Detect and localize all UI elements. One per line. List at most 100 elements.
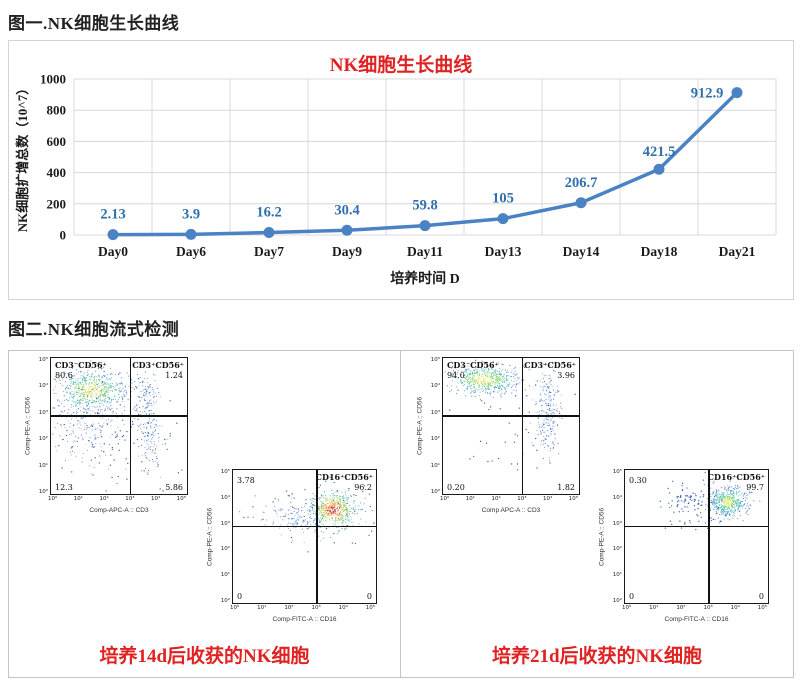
quadrant-br-value: 0 [366,592,372,601]
chart-title: NK细胞生长曲线 [329,55,473,76]
figure1-heading: 图一.NK细胞生长曲线 [8,14,180,33]
flow-y-ticks: 10⁵ 10⁴ 10³ 10² 10¹ 10⁰ [607,469,624,604]
x-tick-label: Day0 [98,244,128,259]
x-tick-label: 10⁴ [730,605,740,611]
x-tick-label: 10⁵ [757,605,767,611]
quadrant-tr-label: CD3⁺CD56⁺ [524,360,576,370]
growth-chart: 0 200 400 600 800 1000 NK细胞扩增总数（10^7） 2.13 3.9 16… [15,73,777,287]
quadrant-tr-value: 3.96 [557,371,575,380]
quadrant-tl-value: 80.6 [55,371,73,380]
data-point-marker [107,229,119,241]
x-tick-label: 10³ [125,496,135,502]
flow-plot-area: 3.78 CD16⁺CD56⁺ 96.2 0 0 [232,469,377,604]
flow-y-ticks: 10⁵ 10⁴ 10³ 10² 10¹ 10⁰ [425,357,442,495]
x-tick-label: 10² [284,605,294,611]
x-tick-label: 10⁴ [338,605,348,611]
quadrant-br-value: 0 [758,592,764,601]
flow-x-axis-label: Comp-FITC-A :: CD16 [272,616,337,623]
flow-x-axis-label: Comp-APC-A :: CD3 [89,507,149,514]
quadrant-gate-vertical-line [707,470,710,603]
x-tick-label: Day6 [176,244,206,259]
flow-y-axis-label: Comp-PE-A :: CD56 [598,507,606,566]
data-point-label: 30.4 [334,202,359,218]
x-tick-label: Day7 [254,244,284,259]
x-tick-label: 10⁵ [176,496,186,502]
quadrant-tl-label: CD3⁻CD56⁺ [447,360,499,370]
flow-panel: Comp-PE-A :: CD56 10⁵ 10⁴ 10³ 10² 10¹ 10⁰ CD3⁻C… [9,351,401,677]
data-point-label: 2.13 [100,207,125,223]
quadrant-tl-value: 0.30 [629,476,647,485]
y-tick-label: 200 [47,196,67,211]
flow-x-ticks: 10⁰ 10¹ 10² 10³ 10⁴ 10⁵ [48,495,188,507]
y-tick-label: 10³ [38,409,48,416]
flow-plot-area: CD3⁻CD56⁺ 94.0 CD3⁺CD56⁺ 3.96 0.20 1.82 [442,357,580,495]
y-tick-label: 400 [47,165,67,180]
quadrant-tl-value: 3.78 [237,476,255,485]
quadrant-bl-value: 0 [237,592,243,601]
flow-cytometry-panel: Comp-PE-A :: CD56 10⁵ 10⁴ 10³ 10² 10¹ 10⁰ CD3⁻C… [8,350,794,678]
x-tick-label: 10⁰ [48,496,58,502]
quadrant-gate-horizontal-line [233,525,376,528]
quadrant-tr-label: CD3⁺CD56⁺ [132,360,184,370]
quadrant-gate-horizontal-line [51,415,187,417]
x-tick-label: 10³ [311,605,321,611]
x-tick-label: 10⁴ [151,496,161,502]
x-tick-label: Day9 [332,244,362,259]
y-tick-label: 800 [47,103,67,118]
y-tick-label: 10¹ [38,462,48,469]
flow-panel: Comp-PE-A :: CD56 10⁵ 10⁴ 10³ 10² 10¹ 10⁰ CD3⁻C… [401,351,793,677]
y-tick-label: 10⁴ [430,383,440,390]
x-tick-label: 10⁴ [543,496,553,502]
flow-y-axis-label: Comp-PE-A :: CD56 [416,396,424,456]
quadrant-bl-value: 0 [629,592,635,601]
y-tick-label: 10⁰ [220,597,230,604]
x-tick-label: Day11 [407,244,443,259]
quadrant-bl-value: 0.20 [447,483,465,492]
y-tick-label: 10¹ [220,572,230,579]
data-point-label: 912.9 [691,86,724,102]
flow-x-ticks: 10⁰ 10¹ 10² 10³ 10⁴ 10⁵ [230,604,377,616]
y-tick-label: 10² [220,546,230,553]
quadrant-tl-value: 94.0 [447,371,465,380]
flow-plot: Comp-PE-A :: CD56 10⁵ 10⁴ 10³ 10² 10¹ 10⁰ CD3⁻C… [23,357,188,520]
y-tick-label: 10⁵ [220,469,230,475]
flow-plot: Comp-PE-A :: CD56 10⁵ 10⁴ 10³ 10² 10¹ 10⁰ 3.78 C… [205,469,377,629]
quadrant-gate-vertical-line [129,358,132,494]
y-tick-label: 600 [47,134,67,149]
data-point-label: 105 [492,191,514,207]
y-tick-label: 10¹ [430,462,440,469]
figure2-heading: 图二.NK细胞流式检测 [8,320,180,339]
growth-chart-panel: NK细胞生长曲线 0 200 400 600 800 1000 NK细胞扩增总数（10^7）… [8,40,794,300]
data-point-marker [575,197,587,209]
x-tick-label: Day14 [563,244,600,259]
y-tick-label: 10³ [220,520,230,527]
flow-x-ticks: 10⁰ 10¹ 10² 10³ 10⁴ 10⁵ [440,495,580,507]
panel-caption: 培养21d后收获的NK细胞 [491,646,703,667]
scatter-dots [52,360,183,492]
quadrant-br-value: 1.82 [557,483,575,492]
y-tick-label: 10³ [612,520,622,527]
y-tick-label: 10² [612,546,622,553]
quadrant-tr-label: CD16⁺CD56⁺ [707,472,765,482]
data-point-marker [185,228,197,240]
x-tick-label: 10⁰ [230,605,240,611]
flow-x-axis-label: Comp-FITC-A :: CD16 [664,616,729,623]
quadrant-tr-value: 96.2 [354,483,372,492]
x-tick-label: 10¹ [465,496,475,502]
flow-plot-area: 0.30 CD16⁺CD56⁺ 99.7 0 0 [624,469,769,604]
y-tick-label: 10⁵ [430,357,440,363]
flow-y-ticks: 10⁵ 10⁴ 10³ 10² 10¹ 10⁰ [215,469,232,604]
flow-plot-area: CD3⁻CD56⁺ 80.6 CD3⁺CD56⁺ 1.24 12.3 5.86 [50,357,188,495]
quadrant-tr-value: 99.7 [746,483,764,492]
quadrant-gate-vertical-line [315,470,318,603]
flow-plot: Comp-PE-A :: CD56 10⁵ 10⁴ 10³ 10² 10¹ 10⁰ CD3⁻C… [415,357,580,520]
x-tick-label: Day21 [719,244,756,259]
x-axis-title: 培养时间 D [390,270,460,287]
flow-y-ticks: 10⁵ 10⁴ 10³ 10² 10¹ 10⁰ [33,357,50,495]
x-tick-label: 10³ [703,605,713,611]
flow-x-axis-label: Comp APC-A :: CD3 [481,507,541,514]
y-tick-label: 10⁴ [38,383,48,390]
data-point-marker [419,220,431,232]
x-tick-label: 10¹ [73,496,83,502]
